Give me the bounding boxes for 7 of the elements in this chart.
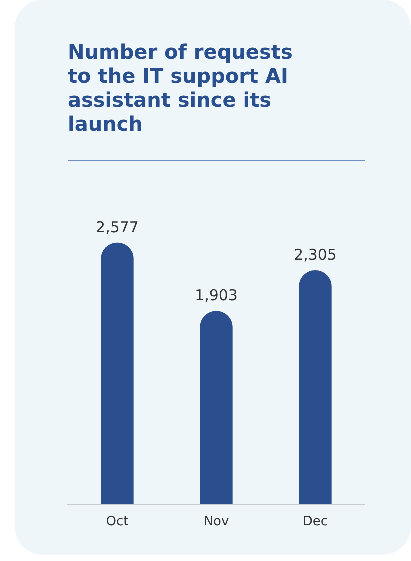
data-label: 2,577 [96, 218, 139, 236]
x-tick-label: Nov [204, 514, 230, 530]
x-tick-label: Oct [106, 514, 129, 530]
data-label: 1,903 [195, 286, 238, 305]
x-tick-label: Dec [302, 514, 328, 530]
data-label: 2,305 [294, 246, 337, 264]
chart-title: Number of requests to the IT support AI assistant since its launch [68, 40, 294, 136]
